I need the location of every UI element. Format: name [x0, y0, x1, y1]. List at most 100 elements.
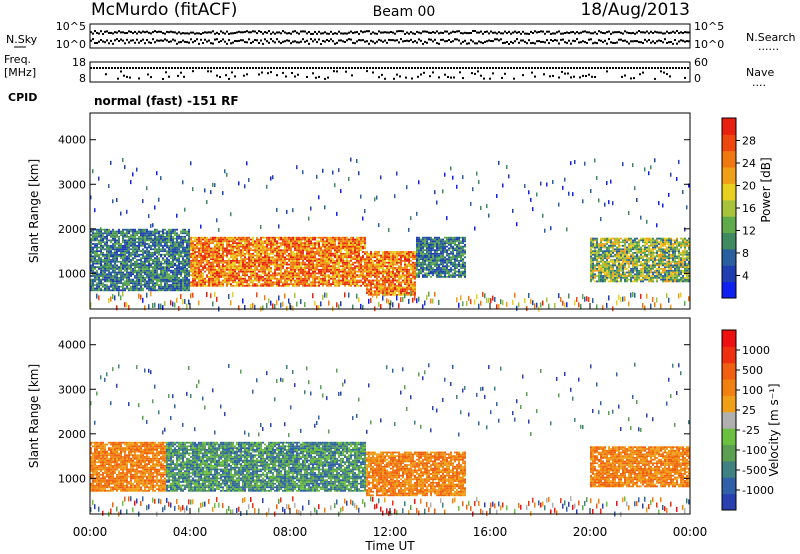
nsearch-point: [658, 39, 660, 42]
echo-cell: [336, 247, 338, 250]
echo-cell: [218, 281, 220, 284]
echo-cell: [296, 238, 298, 241]
echo-cell: [362, 281, 364, 284]
echo-cell: [126, 230, 128, 233]
echo-cell: [166, 241, 168, 244]
echo-cell: [322, 276, 324, 278]
freq-point: [654, 67, 656, 69]
echo-cell: [292, 265, 294, 268]
nsky-point: [104, 30, 106, 33]
nave-point: [243, 74, 245, 77]
nsky-point: [224, 32, 226, 35]
echo-cell: [94, 268, 96, 270]
echo-cell: [252, 258, 254, 260]
echo-cell: [252, 245, 254, 248]
echo-cell: [234, 256, 236, 259]
echo-cell: [196, 258, 198, 260]
nsearch-point: [298, 41, 300, 44]
echo-cell: [188, 248, 190, 251]
echo-cell: [300, 242, 302, 244]
echo-cell: [264, 268, 266, 271]
echo-cell: [298, 263, 300, 266]
echo-cell: [134, 266, 136, 268]
echo-cell: [322, 256, 324, 259]
echo-cell: [378, 258, 380, 260]
echo-cell: [336, 283, 338, 285]
echo-cell: [240, 284, 242, 287]
echo-cell: [340, 236, 342, 239]
near-range-echo: [120, 295, 122, 301]
echo-cell: [374, 274, 376, 277]
echo-cell: [120, 269, 122, 272]
echo-cell: [140, 278, 142, 281]
echo-cell: [364, 258, 366, 260]
echo-cell: [194, 251, 196, 253]
echo-cell: [154, 289, 156, 292]
echo-cell: [206, 244, 208, 246]
nsky-point: [496, 32, 498, 35]
nave-point: [210, 70, 212, 73]
nsky-point: [398, 30, 400, 33]
echo-cell: [344, 247, 346, 250]
scatter-echo: [360, 194, 362, 199]
echo-cell: [196, 244, 198, 246]
echo-cell: [148, 284, 150, 286]
echo-cell: [96, 271, 98, 274]
echo-cell: [214, 249, 216, 252]
nave-point: [336, 70, 338, 73]
echo-cell: [366, 265, 368, 268]
nsearch-point: [506, 41, 508, 43]
echo-cell: [238, 284, 240, 287]
echo-cell: [208, 238, 210, 241]
echo-cell: [228, 261, 230, 264]
nsearch-point: [496, 38, 498, 41]
echo-cell: [334, 270, 336, 273]
echo-cell: [98, 278, 100, 281]
echo-cell: [346, 260, 348, 262]
echo-cell: [358, 258, 360, 260]
echo-cell: [156, 257, 158, 260]
echo-cell: [144, 230, 146, 233]
echo-cell: [320, 258, 322, 260]
near-range-echo: [360, 303, 362, 309]
echo-cell: [236, 256, 238, 259]
nsearch-point: [682, 39, 684, 42]
echo-cell: [364, 251, 366, 253]
echo-cell: [240, 263, 242, 266]
echo-cell: [196, 254, 198, 257]
echo-cell: [112, 232, 114, 235]
echo-cell: [198, 236, 200, 239]
echo-cell: [272, 247, 274, 250]
echo-cell: [362, 283, 364, 285]
echo-cell: [342, 258, 344, 260]
echo-cell: [214, 267, 216, 269]
echo-cell: [374, 284, 376, 287]
echo-cell: [236, 260, 238, 262]
near-range-echo: [316, 305, 318, 311]
echo-cell: [278, 251, 280, 253]
echo-cell: [338, 267, 340, 269]
echo-cell: [144, 239, 146, 242]
echo-cell: [106, 255, 108, 258]
echo-cell: [278, 284, 280, 287]
nsky-point: [98, 32, 100, 35]
echo-cell: [244, 272, 246, 275]
echo-cell: [218, 240, 220, 243]
nsky-point: [596, 32, 598, 35]
freq-point: [195, 67, 197, 69]
echo-cell: [134, 252, 136, 254]
near-range-echo: [262, 305, 264, 311]
echo-cell: [206, 242, 208, 244]
echo-cell: [244, 263, 246, 266]
echo-cell: [98, 232, 100, 235]
echo-cell: [316, 261, 318, 264]
echo-cell: [120, 268, 122, 270]
echo-cell: [196, 284, 198, 287]
echo-cell: [284, 251, 286, 253]
echo-cell: [112, 235, 114, 238]
echo-cell: [196, 245, 198, 248]
echo-cell: [276, 240, 278, 243]
echo-cell: [334, 252, 336, 255]
echo-cell: [302, 245, 304, 248]
echo-cell: [332, 252, 334, 255]
